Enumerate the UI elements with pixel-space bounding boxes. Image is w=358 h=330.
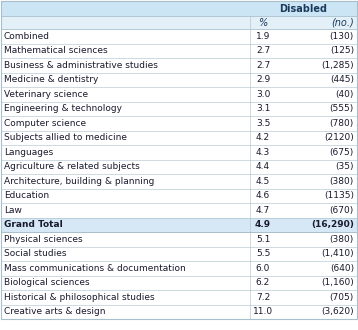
Text: Subjects allied to medicine: Subjects allied to medicine bbox=[4, 133, 127, 142]
Text: 11.0: 11.0 bbox=[253, 307, 273, 316]
Bar bbox=[1, 44, 357, 58]
Text: Grand Total: Grand Total bbox=[4, 220, 63, 229]
Text: (130): (130) bbox=[330, 32, 354, 41]
Text: (380): (380) bbox=[330, 235, 354, 244]
Text: (1135): (1135) bbox=[324, 191, 354, 200]
Text: %: % bbox=[258, 17, 268, 27]
Text: (380): (380) bbox=[330, 177, 354, 186]
Bar bbox=[1, 276, 357, 290]
Text: Education: Education bbox=[4, 191, 49, 200]
Text: Computer science: Computer science bbox=[4, 119, 86, 128]
Bar bbox=[1, 159, 357, 174]
Text: Business & administrative studies: Business & administrative studies bbox=[4, 61, 158, 70]
Text: Disabled: Disabled bbox=[280, 4, 328, 14]
Bar bbox=[1, 130, 357, 145]
Text: Mass communications & documentation: Mass communications & documentation bbox=[4, 264, 186, 273]
Text: Biological sciences: Biological sciences bbox=[4, 278, 90, 287]
Text: (40): (40) bbox=[336, 90, 354, 99]
Text: Historical & philosophical studies: Historical & philosophical studies bbox=[4, 293, 155, 302]
Text: Physical sciences: Physical sciences bbox=[4, 235, 83, 244]
Text: 4.2: 4.2 bbox=[256, 133, 270, 142]
Text: (125): (125) bbox=[330, 46, 354, 55]
Bar bbox=[1, 145, 357, 159]
Text: (35): (35) bbox=[335, 162, 354, 171]
Bar bbox=[1, 290, 357, 305]
Text: (780): (780) bbox=[330, 119, 354, 128]
Text: Law: Law bbox=[4, 206, 22, 215]
Text: Medicine & dentistry: Medicine & dentistry bbox=[4, 75, 98, 84]
Text: (705): (705) bbox=[330, 293, 354, 302]
Bar bbox=[1, 305, 357, 319]
Text: 2.7: 2.7 bbox=[256, 46, 270, 55]
Text: (445): (445) bbox=[330, 75, 354, 84]
Text: Mathematical sciences: Mathematical sciences bbox=[4, 46, 108, 55]
Bar bbox=[1, 29, 357, 44]
Bar bbox=[1, 203, 357, 217]
Text: (16,290): (16,290) bbox=[311, 220, 354, 229]
Bar bbox=[1, 102, 357, 116]
Text: (670): (670) bbox=[330, 206, 354, 215]
Bar bbox=[1, 16, 357, 29]
Text: Combined: Combined bbox=[4, 32, 50, 41]
Text: (675): (675) bbox=[330, 148, 354, 157]
Text: (no.): (no.) bbox=[331, 17, 354, 27]
Bar bbox=[1, 116, 357, 130]
Text: (640): (640) bbox=[330, 264, 354, 273]
Text: 3.0: 3.0 bbox=[256, 90, 270, 99]
Text: 5.1: 5.1 bbox=[256, 235, 270, 244]
Text: 4.5: 4.5 bbox=[256, 177, 270, 186]
Text: (1,410): (1,410) bbox=[321, 249, 354, 258]
Text: Veterinary science: Veterinary science bbox=[4, 90, 88, 99]
Text: 7.2: 7.2 bbox=[256, 293, 270, 302]
Text: Agriculture & related subjects: Agriculture & related subjects bbox=[4, 162, 140, 171]
Text: Social studies: Social studies bbox=[4, 249, 67, 258]
Text: 1.9: 1.9 bbox=[256, 32, 270, 41]
Bar bbox=[1, 232, 357, 247]
Text: 5.5: 5.5 bbox=[256, 249, 270, 258]
Text: (1,160): (1,160) bbox=[321, 278, 354, 287]
Bar bbox=[1, 58, 357, 73]
Text: 4.9: 4.9 bbox=[255, 220, 271, 229]
Text: 6.2: 6.2 bbox=[256, 278, 270, 287]
Bar bbox=[1, 87, 357, 102]
Text: Engineering & technology: Engineering & technology bbox=[4, 104, 122, 113]
Text: (1,285): (1,285) bbox=[321, 61, 354, 70]
Bar bbox=[1, 73, 357, 87]
Text: 4.7: 4.7 bbox=[256, 206, 270, 215]
Text: Architecture, building & planning: Architecture, building & planning bbox=[4, 177, 154, 186]
Text: 3.5: 3.5 bbox=[256, 119, 270, 128]
Text: Creative arts & design: Creative arts & design bbox=[4, 307, 106, 316]
Text: 4.4: 4.4 bbox=[256, 162, 270, 171]
Text: 3.1: 3.1 bbox=[256, 104, 270, 113]
Bar bbox=[1, 1, 357, 16]
Text: 4.3: 4.3 bbox=[256, 148, 270, 157]
Bar bbox=[1, 217, 357, 232]
Bar bbox=[1, 261, 357, 276]
Bar bbox=[1, 247, 357, 261]
Text: 2.7: 2.7 bbox=[256, 61, 270, 70]
Text: (3,620): (3,620) bbox=[321, 307, 354, 316]
Text: (555): (555) bbox=[330, 104, 354, 113]
Text: Languages: Languages bbox=[4, 148, 53, 157]
Text: 2.9: 2.9 bbox=[256, 75, 270, 84]
Bar bbox=[1, 174, 357, 188]
Bar bbox=[1, 188, 357, 203]
Text: 6.0: 6.0 bbox=[256, 264, 270, 273]
Text: (2120): (2120) bbox=[324, 133, 354, 142]
Text: 4.6: 4.6 bbox=[256, 191, 270, 200]
